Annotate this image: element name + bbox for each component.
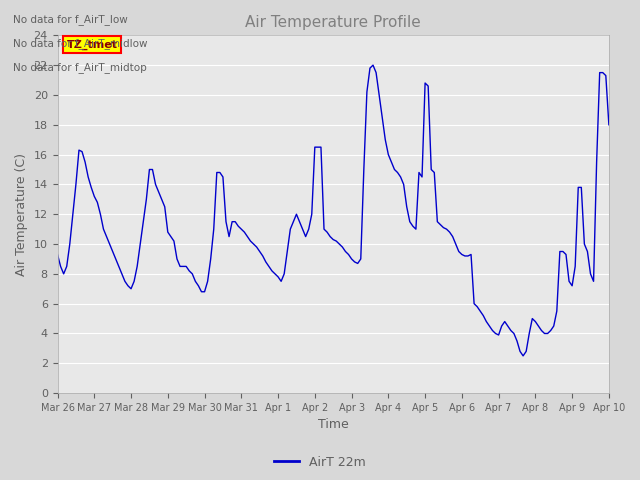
Title: Air Temperature Profile: Air Temperature Profile [245, 15, 421, 30]
Text: No data for f_AirT_midlow: No data for f_AirT_midlow [13, 38, 147, 49]
X-axis label: Time: Time [318, 419, 349, 432]
Legend: AirT 22m: AirT 22m [269, 451, 371, 474]
Text: TZ_tmet: TZ_tmet [67, 39, 118, 49]
Text: No data for f_AirT_low: No data for f_AirT_low [13, 14, 127, 25]
Y-axis label: Air Temperature (C): Air Temperature (C) [15, 153, 28, 276]
Text: No data for f_AirT_midtop: No data for f_AirT_midtop [13, 62, 147, 73]
